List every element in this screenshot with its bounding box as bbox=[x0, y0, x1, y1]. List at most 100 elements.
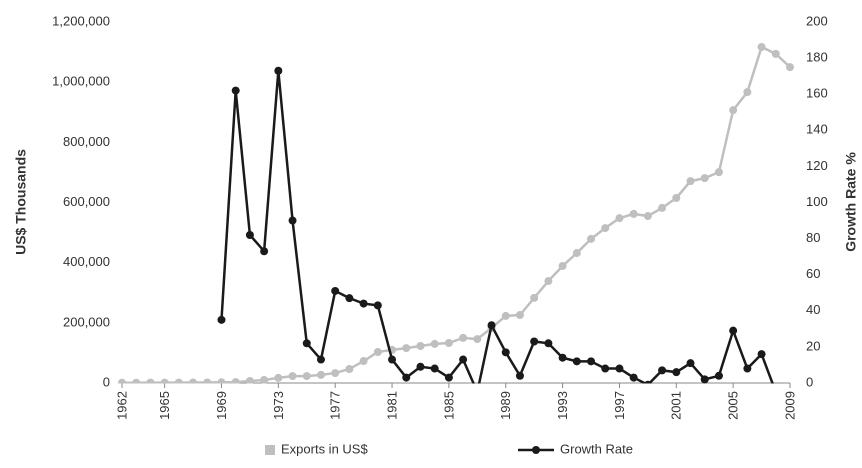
point bbox=[288, 216, 297, 225]
point bbox=[729, 106, 738, 115]
point bbox=[473, 388, 481, 396]
point bbox=[331, 369, 340, 378]
point bbox=[743, 364, 752, 373]
point bbox=[700, 375, 709, 384]
point bbox=[771, 49, 780, 58]
point bbox=[359, 299, 368, 308]
point bbox=[373, 301, 382, 310]
point bbox=[402, 373, 411, 382]
point bbox=[772, 388, 780, 396]
point bbox=[672, 193, 681, 202]
point bbox=[288, 372, 297, 381]
x-tick-label: 1962 bbox=[114, 391, 129, 420]
point bbox=[189, 378, 198, 384]
legend-label: Exports in US$ bbox=[281, 441, 368, 456]
legend-marker bbox=[265, 445, 275, 455]
x-tick-label: 2005 bbox=[726, 391, 741, 420]
point bbox=[644, 380, 652, 384]
point bbox=[629, 373, 638, 382]
plot-area bbox=[118, 42, 794, 396]
point bbox=[416, 362, 425, 371]
y2-tick-label: 120 bbox=[806, 158, 828, 173]
point bbox=[444, 338, 453, 347]
point bbox=[345, 294, 354, 303]
point bbox=[217, 315, 226, 324]
point bbox=[473, 335, 482, 344]
point bbox=[302, 372, 311, 381]
point bbox=[643, 212, 652, 221]
point bbox=[515, 371, 524, 380]
point bbox=[302, 339, 311, 348]
point bbox=[444, 373, 453, 382]
x-tick-label: 1981 bbox=[384, 391, 399, 420]
legend-marker bbox=[532, 446, 540, 454]
point bbox=[217, 378, 226, 384]
point bbox=[260, 375, 269, 384]
point bbox=[459, 333, 468, 342]
point bbox=[132, 378, 141, 384]
point bbox=[544, 277, 553, 286]
y-tick-label: 1,200,000 bbox=[52, 13, 110, 28]
x-tick-label: 1993 bbox=[555, 391, 570, 420]
x-tick-label: 1997 bbox=[612, 391, 627, 420]
point bbox=[530, 337, 539, 346]
point bbox=[714, 371, 723, 380]
y-tick-label: 400,000 bbox=[63, 254, 110, 269]
point bbox=[501, 311, 510, 320]
point bbox=[174, 378, 183, 384]
point bbox=[558, 353, 567, 362]
y2-tick-label: 180 bbox=[806, 50, 828, 65]
point bbox=[231, 378, 240, 384]
point bbox=[430, 364, 439, 373]
point bbox=[729, 326, 738, 335]
point bbox=[587, 357, 596, 366]
point bbox=[714, 168, 723, 177]
point bbox=[459, 355, 468, 364]
point bbox=[245, 230, 254, 239]
x-tick-label: 1989 bbox=[498, 391, 513, 420]
point bbox=[316, 355, 325, 364]
point bbox=[686, 359, 695, 368]
legend-label: Growth Rate bbox=[560, 441, 633, 456]
point bbox=[700, 174, 709, 183]
point bbox=[331, 286, 340, 295]
point bbox=[558, 261, 567, 270]
point bbox=[601, 364, 610, 373]
y2-tick-label: 60 bbox=[806, 266, 820, 281]
point bbox=[515, 311, 524, 320]
point bbox=[757, 350, 766, 359]
x-tick-label: 1965 bbox=[157, 391, 172, 420]
y-tick-label: 0 bbox=[103, 374, 110, 389]
point bbox=[743, 88, 752, 97]
series-line bbox=[122, 45, 791, 384]
x-tick-label: 1969 bbox=[214, 391, 229, 420]
y-tick-label: 600,000 bbox=[63, 194, 110, 209]
x-tick-label: 1973 bbox=[271, 391, 286, 420]
point bbox=[658, 366, 667, 375]
x-tick-label: 1977 bbox=[328, 391, 343, 420]
point bbox=[118, 378, 126, 384]
point bbox=[615, 214, 624, 223]
point bbox=[587, 234, 596, 243]
point bbox=[359, 357, 368, 366]
point bbox=[629, 209, 638, 218]
point bbox=[572, 249, 581, 258]
point bbox=[601, 224, 610, 233]
point bbox=[530, 293, 539, 302]
point bbox=[672, 368, 681, 377]
point bbox=[501, 348, 510, 357]
point bbox=[430, 339, 439, 348]
point bbox=[316, 370, 325, 379]
point bbox=[345, 365, 354, 374]
point bbox=[260, 247, 269, 256]
y2-tick-label: 160 bbox=[806, 86, 828, 101]
x-tick-label: 2001 bbox=[669, 391, 684, 420]
point bbox=[388, 355, 397, 364]
point bbox=[231, 86, 240, 95]
point bbox=[416, 341, 425, 350]
point bbox=[274, 373, 283, 382]
y-tick-label: 1,000,000 bbox=[52, 74, 110, 89]
point bbox=[572, 357, 581, 366]
point bbox=[686, 177, 695, 186]
